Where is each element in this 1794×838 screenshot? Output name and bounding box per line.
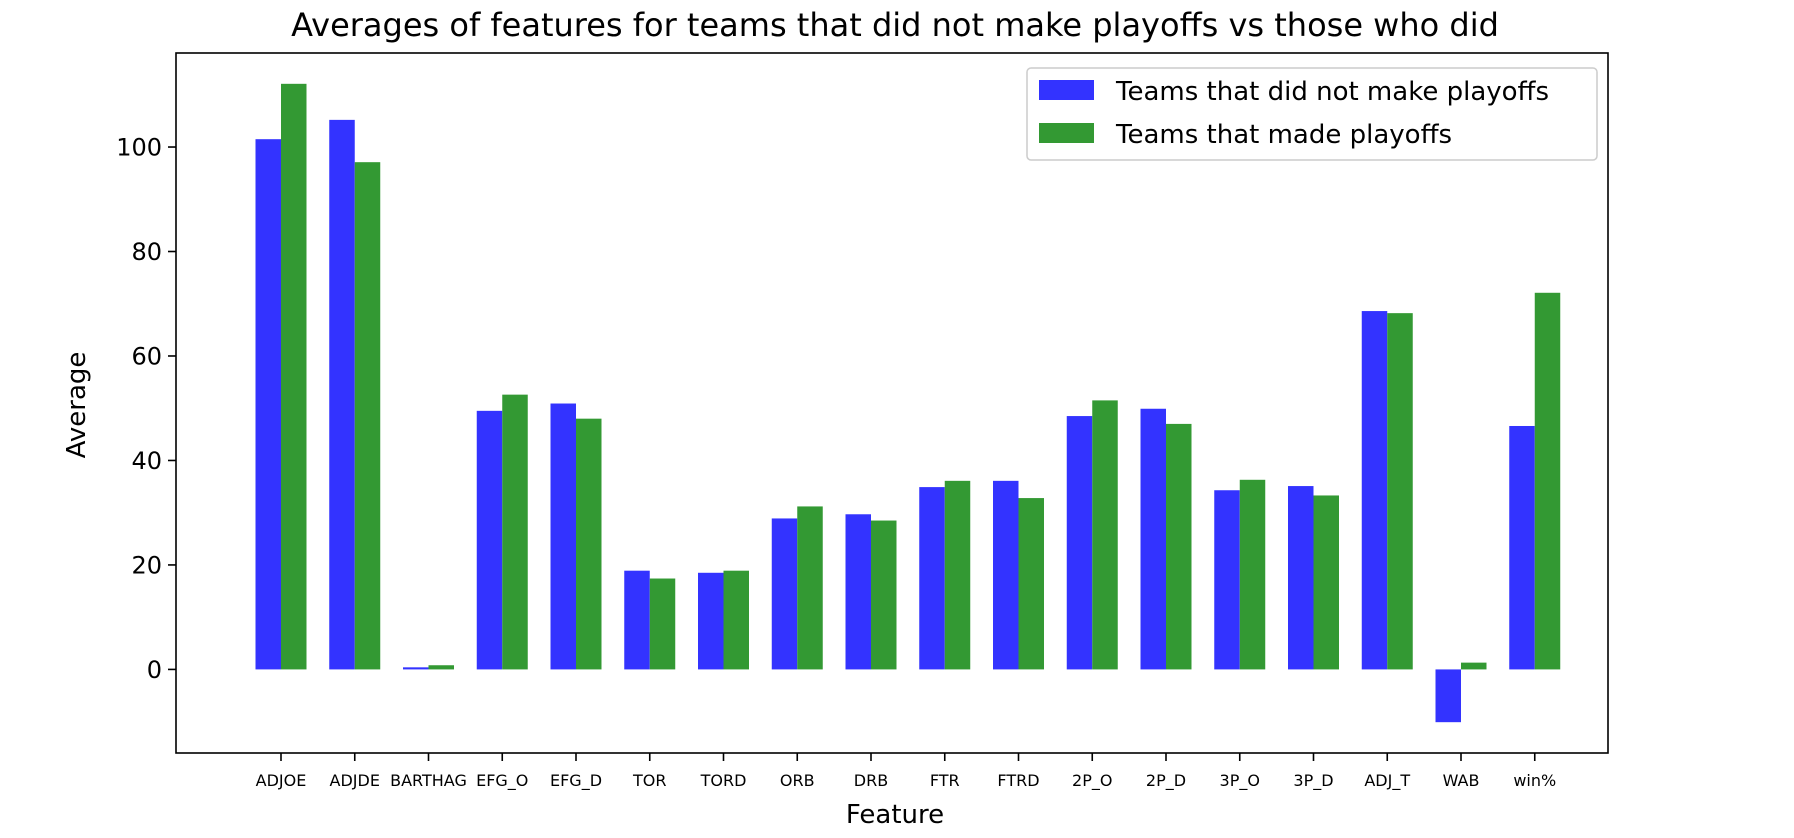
bar-playoffs-tor bbox=[649, 578, 676, 670]
plot-area bbox=[175, 52, 1609, 754]
x-tick-label: TORD bbox=[700, 771, 747, 790]
y-axis-title: Average bbox=[62, 352, 92, 459]
x-tick-label: ADJ_T bbox=[1364, 771, 1410, 791]
x-tick-label: ORB bbox=[780, 771, 815, 790]
x-tick-label: 2P_O bbox=[1072, 771, 1112, 791]
bar-playoffs-efg-d bbox=[576, 418, 602, 670]
bar-not-playoffs-adjde bbox=[329, 119, 355, 670]
x-tick-label: EFG_O bbox=[476, 771, 528, 791]
bar-playoffs-wab bbox=[1461, 662, 1487, 670]
bar-not-playoffs-ftrd bbox=[993, 480, 1019, 670]
bar-playoffs-ftrd bbox=[1018, 498, 1044, 670]
bar-playoffs-3p-d bbox=[1313, 495, 1339, 670]
bar-playoffs-3p-o bbox=[1239, 479, 1266, 670]
bar-not-playoffs-drb bbox=[845, 514, 871, 670]
bar-playoffs-orb bbox=[797, 506, 823, 670]
bar-not-playoffs-orb bbox=[771, 518, 798, 670]
y-tick-label: 60 bbox=[131, 342, 162, 370]
bar-not-playoffs-barthag bbox=[403, 667, 429, 670]
legend-swatch-playoffs bbox=[1039, 123, 1094, 143]
x-tick-label: ADJOE bbox=[256, 771, 307, 790]
bar-not-playoffs-win- bbox=[1509, 425, 1535, 670]
y-tick-label: 40 bbox=[131, 447, 162, 475]
y-axis: 0 20 40 60 80 100 bbox=[116, 134, 176, 684]
bar-playoffs-win- bbox=[1534, 292, 1561, 670]
bar-playoffs-barthag bbox=[428, 665, 454, 670]
y-tick-label: 0 bbox=[147, 656, 162, 684]
bar-not-playoffs-2p-o bbox=[1066, 416, 1093, 670]
bar-not-playoffs-efg-d bbox=[550, 403, 576, 670]
x-axis: ADJOE ADJDE BARTHAG EFG_O EFG_D TOR TORD ORB DRB… bbox=[256, 753, 1556, 791]
x-tick-label: win% bbox=[1513, 771, 1556, 790]
bar-not-playoffs-tord bbox=[698, 572, 724, 670]
bar-playoffs-drb bbox=[871, 520, 897, 670]
x-tick-label: EFG_D bbox=[550, 771, 602, 791]
x-tick-label: 2P_D bbox=[1146, 771, 1186, 791]
x-tick-label: ADJDE bbox=[330, 771, 380, 790]
bar-not-playoffs-ftr bbox=[919, 487, 945, 670]
x-tick-label: DRB bbox=[854, 771, 888, 790]
bar-playoffs-adjde bbox=[354, 162, 381, 670]
bar-playoffs-ftr bbox=[944, 480, 971, 670]
chart-title: Averages of features for teams that did … bbox=[291, 6, 1499, 44]
bar-not-playoffs-tor bbox=[624, 570, 650, 670]
x-tick-label: FTR bbox=[930, 771, 960, 790]
bars-layer bbox=[255, 83, 1561, 723]
bar-playoffs-adjoe bbox=[281, 83, 307, 670]
legend-label-not-playoffs: Teams that did not make playoffs bbox=[1115, 77, 1549, 107]
x-tick-label: BARTHAG bbox=[390, 771, 467, 790]
bar-not-playoffs-efg-o bbox=[476, 410, 503, 670]
bar-not-playoffs-adjoe bbox=[255, 139, 281, 670]
x-tick-label: TOR bbox=[632, 771, 666, 790]
bar-playoffs-2p-o bbox=[1092, 400, 1118, 670]
legend-swatch-not-playoffs bbox=[1039, 80, 1094, 100]
x-tick-label: FTRD bbox=[997, 771, 1039, 790]
bar-playoffs-adj-t bbox=[1387, 313, 1413, 670]
bar-not-playoffs-3p-d bbox=[1288, 486, 1314, 670]
legend-box bbox=[1026, 67, 1598, 161]
y-tick-label: 20 bbox=[131, 551, 162, 579]
bar-playoffs-efg-o bbox=[502, 394, 528, 670]
x-tick-label: 3P_D bbox=[1293, 771, 1333, 791]
bar-playoffs-tord bbox=[723, 570, 749, 670]
legend: Teams that did not make playoffs Teams t… bbox=[1026, 67, 1598, 161]
x-tick-label: 3P_O bbox=[1220, 771, 1260, 791]
bar-not-playoffs-adj-t bbox=[1361, 311, 1388, 670]
legend-label-playoffs: Teams that made playoffs bbox=[1115, 120, 1452, 150]
y-tick-label: 80 bbox=[131, 238, 162, 266]
bar-not-playoffs-3p-o bbox=[1214, 490, 1240, 670]
bar-not-playoffs-wab bbox=[1435, 669, 1461, 723]
bar-not-playoffs-2p-d bbox=[1140, 408, 1166, 670]
y-tick-label: 100 bbox=[116, 134, 162, 162]
x-tick-label: WAB bbox=[1443, 771, 1480, 790]
x-axis-title: Feature bbox=[846, 800, 944, 830]
bar-playoffs-2p-d bbox=[1166, 423, 1192, 670]
